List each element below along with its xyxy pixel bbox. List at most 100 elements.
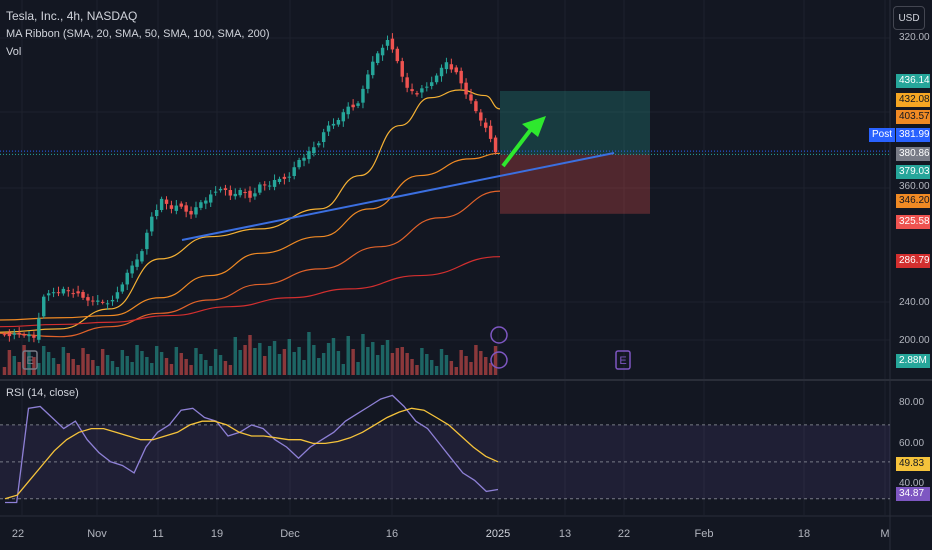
candle-body [243,192,247,193]
volume-bar [150,363,154,375]
rsi-pane [0,394,890,504]
ma200-line [0,256,501,328]
candle-body [213,191,218,193]
candle-body [415,93,419,95]
volume-bar [135,345,139,375]
candle-body [125,272,129,285]
loss-zone [500,154,650,214]
volume-bar [243,345,247,375]
candle-body [32,335,36,338]
time-tick: Dec [280,528,300,540]
volume-bar [484,357,488,375]
volume-bar [7,350,12,375]
volume-bar [66,353,71,375]
candle-body [454,67,458,73]
volume-bar [42,346,46,375]
volume-bar [400,347,404,375]
volume-bar [218,355,223,375]
candle-body [302,157,306,161]
volume-bar [164,358,169,375]
candle-body [184,205,188,212]
candle-body [76,291,80,294]
volume-bar [115,367,120,375]
ma-ribbon-legend[interactable]: MA Ribbon (SMA, 20, SMA, 50, SMA, 100, S… [6,28,270,40]
volume-bar [459,350,463,375]
candle-body [194,207,198,215]
arrow-head [522,116,546,137]
volume-bar [469,362,473,375]
long-position-tool[interactable] [0,90,890,214]
volume-bar [76,365,80,375]
candle-body [425,86,429,88]
volume-label: 2.88M [896,354,930,368]
volume-bar [258,343,262,375]
volume-bar [100,349,105,375]
price-tick: 240.00 [899,297,930,308]
time-tick: 11 [152,528,164,540]
volume-bar [81,348,85,375]
price-label-stop: 325.58 [896,215,930,229]
candle-body [356,103,360,106]
volume-bar [321,353,326,375]
candle-body [366,74,370,89]
candle-body [174,205,179,211]
price-label-ma20: 432.08 [896,93,930,107]
candle-body [493,137,498,153]
volume-bar [22,345,26,375]
candle-body [37,318,41,340]
volume-bar [307,332,311,375]
volume-bar [361,334,365,375]
volume-bar [464,356,468,375]
price-label-ma: 380.86 [896,147,930,161]
candle-body [449,64,454,70]
time-tick: 16 [385,528,399,540]
currency-button[interactable]: USD [893,6,925,30]
profit-zone [500,90,650,155]
candle-body [27,334,31,337]
trend-line [181,152,615,241]
candle-body [179,203,183,207]
candlesticks [2,33,498,344]
candle-body [395,48,400,62]
volume-bar [91,360,95,375]
rsi-tick: 60.00 [899,438,925,449]
volume-bar [169,364,174,375]
candle-body [400,61,404,77]
rsi-tick: 40.00 [899,478,925,489]
candle-body [434,75,439,83]
volume-legend[interactable]: Vol [6,46,22,58]
rsi-ma-line [4,407,499,500]
candle-body [317,143,321,146]
time-tick: 18 [797,528,811,540]
rsi-legend[interactable]: RSI (14, close) [6,387,79,399]
candle-body [439,67,444,77]
candle-body [110,300,115,302]
volume-bar [380,345,385,375]
volume-bar [17,362,21,375]
volume-bar [140,351,144,375]
volume-bar [56,364,61,375]
drawings[interactable]: EE [22,116,631,370]
candle-body [258,184,262,193]
volume-bar [277,354,282,375]
volume-bar [429,360,434,375]
volume-bar [390,353,395,375]
candle-body [312,147,316,154]
volume-bar [61,347,66,375]
volume-bar [51,358,56,375]
dividend-marker [22,350,38,370]
candle-body [375,53,380,63]
volume-bar [154,346,159,375]
candle-body [263,184,267,186]
candle-body [410,89,414,92]
volume-bar [37,363,41,375]
candle-body [12,333,16,335]
candle-body [223,188,228,190]
volume-bar [179,353,183,375]
volume-bar [223,361,228,375]
volume-bar [184,359,188,375]
volume-bar [454,367,458,375]
symbol-title[interactable]: Tesla, Inc., 4h, NASDAQ [6,9,138,23]
